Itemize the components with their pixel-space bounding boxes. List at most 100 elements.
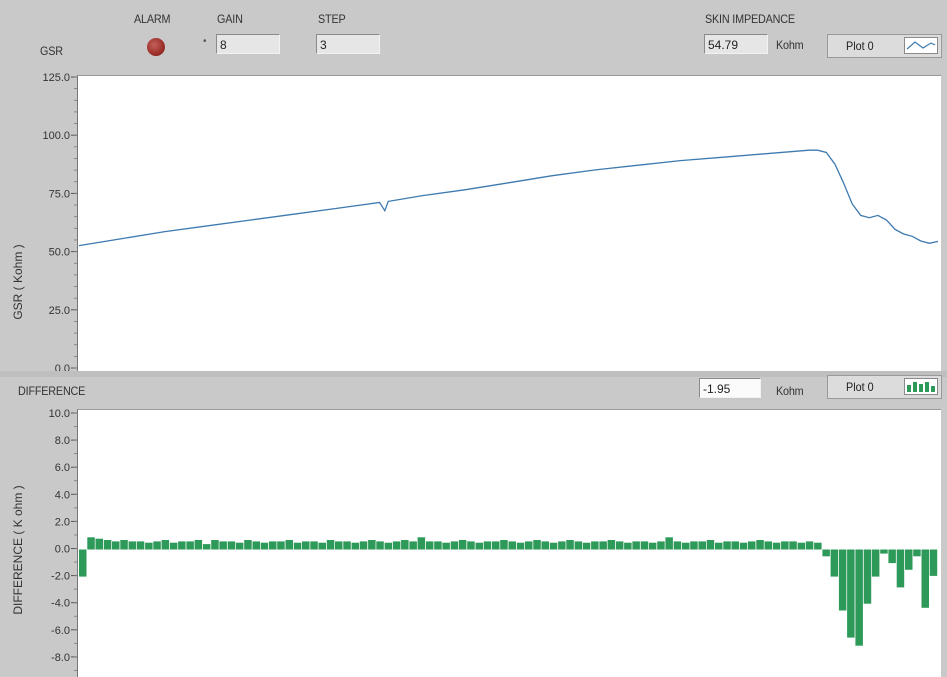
difference-legend-label: Plot 0	[846, 380, 874, 394]
difference-bar	[79, 549, 87, 577]
difference-bar	[756, 540, 764, 550]
difference-bar	[525, 541, 533, 550]
difference-y-tick-label: -2.0	[51, 571, 70, 583]
step-label: STEP	[318, 12, 346, 26]
gain-label: GAIN	[217, 12, 243, 26]
difference-bar	[814, 542, 822, 550]
difference-bar	[235, 542, 244, 550]
panel-divider	[0, 371, 947, 377]
difference-bar	[508, 541, 516, 550]
difference-bar	[384, 542, 393, 550]
difference-bar	[731, 541, 739, 550]
difference-bar	[896, 549, 905, 588]
gsr-y-tick-label: 50.0	[49, 247, 70, 259]
difference-bar	[739, 542, 748, 550]
difference-bar	[574, 541, 583, 550]
difference-bar	[830, 549, 839, 577]
gsr-label: GSR	[40, 44, 63, 58]
difference-bar	[285, 540, 293, 550]
difference-bar	[566, 540, 574, 550]
difference-bar	[269, 541, 277, 550]
difference-bar	[706, 540, 715, 550]
difference-bar	[335, 541, 343, 550]
difference-bar	[673, 541, 682, 550]
difference-bar	[615, 541, 624, 550]
difference-bar	[442, 542, 450, 550]
difference-bar	[302, 541, 310, 550]
difference-bar	[467, 541, 475, 550]
difference-bar	[929, 549, 938, 576]
difference-bar	[169, 542, 178, 550]
difference-bar	[516, 542, 525, 550]
difference-bar	[698, 541, 706, 550]
difference-bar	[492, 541, 500, 550]
difference-bar	[112, 541, 120, 550]
difference-bar	[211, 540, 219, 550]
gsr-y-tick-label: 75.0	[49, 188, 70, 200]
difference-y-tick-label: 0.0	[55, 544, 70, 556]
gain-marker-icon: •	[203, 36, 207, 47]
difference-bar	[310, 541, 318, 550]
difference-bar	[888, 549, 896, 564]
difference-y-tick-label: 6.0	[55, 462, 70, 474]
difference-bar	[103, 540, 112, 550]
gsr-y-tick-label: 125.0	[42, 72, 70, 84]
difference-y-axis: DIFFERENCE ( K ohm ) 10.0 8.0 6.0 4.0 2.0 0.0…	[11, 408, 77, 671]
difference-bar	[880, 549, 888, 554]
difference-bar	[326, 540, 335, 550]
difference-bar	[847, 549, 855, 638]
difference-bar	[475, 542, 483, 550]
difference-bar	[764, 541, 772, 550]
skin-impedance-field: 54.79	[704, 34, 768, 54]
alarm-label: ALARM	[134, 12, 171, 26]
gsr-y-axis-label: GSR ( Kohm )	[11, 244, 25, 319]
difference-bar	[657, 541, 665, 550]
difference-bar	[805, 541, 814, 550]
difference-bar	[252, 541, 260, 550]
gsr-series-line	[78, 149, 939, 247]
difference-value-field: -1.95	[699, 378, 761, 398]
bar-plot-swatch-icon	[904, 378, 938, 395]
gsr-y-tick-label: 100.0	[42, 130, 70, 142]
difference-bar	[227, 541, 236, 550]
difference-bar	[607, 540, 616, 550]
difference-bar	[855, 549, 863, 646]
gain-field[interactable]: 8	[216, 34, 280, 54]
difference-bar	[376, 541, 384, 550]
difference-bar	[682, 542, 690, 550]
difference-bar	[260, 542, 269, 550]
difference-bar	[582, 542, 591, 550]
difference-bar	[194, 540, 203, 550]
gsr-legend-label: Plot 0	[846, 39, 874, 53]
difference-bar	[293, 542, 302, 550]
difference-plot-legend[interactable]: Plot 0	[827, 375, 942, 399]
step-field[interactable]: 3	[316, 34, 380, 54]
difference-bar	[136, 541, 145, 550]
difference-bar	[186, 541, 194, 550]
gsr-y-tick-label: 25.0	[49, 305, 70, 317]
difference-y-tick-label: 2.0	[55, 516, 70, 528]
difference-bar	[921, 549, 929, 608]
difference-bar	[318, 542, 326, 550]
gsr-plot-legend[interactable]: Plot 0	[827, 34, 942, 58]
difference-bar	[450, 541, 459, 550]
difference-y-axis-label: DIFFERENCE ( K ohm )	[11, 485, 25, 614]
difference-bar	[178, 541, 186, 550]
difference-bar	[748, 541, 756, 550]
difference-chart-area	[77, 409, 941, 677]
difference-label: DIFFERENCE	[18, 384, 86, 398]
difference-bar	[549, 542, 558, 550]
difference-unit: Kohm	[776, 384, 804, 398]
difference-bar	[772, 542, 781, 550]
difference-bar	[434, 541, 442, 550]
difference-bar	[368, 540, 376, 550]
skin-impedance-unit: Kohm	[776, 38, 804, 52]
difference-y-tick-label: 4.0	[55, 489, 70, 501]
difference-bar	[541, 541, 549, 550]
difference-bar	[351, 542, 360, 550]
line-plot-swatch-icon	[904, 37, 938, 54]
difference-bar	[409, 541, 417, 550]
difference-bar	[161, 540, 170, 550]
difference-bar	[822, 549, 830, 557]
